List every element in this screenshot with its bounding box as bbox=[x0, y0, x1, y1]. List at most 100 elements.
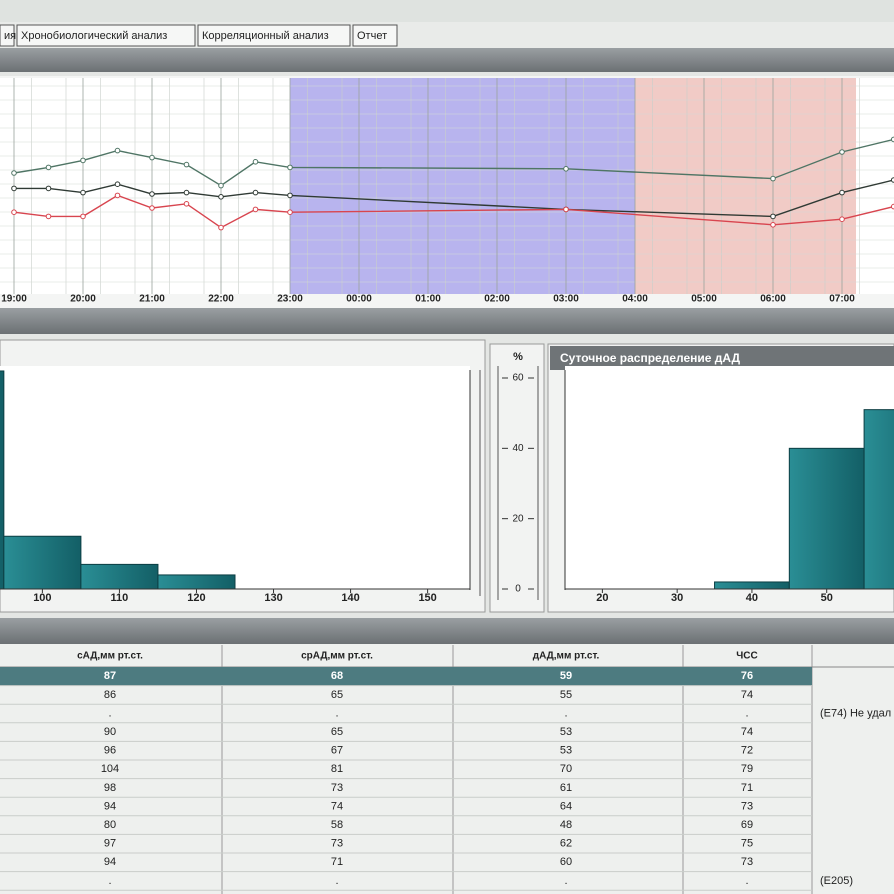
trend-point bbox=[45, 185, 52, 192]
table-cell: 72 bbox=[741, 745, 753, 757]
table-cell: 65 bbox=[331, 726, 343, 738]
x-tick-label: 150 bbox=[418, 592, 436, 604]
table-cell: 75 bbox=[741, 838, 753, 850]
tab-label[interactable]: Корреляционный анализ bbox=[202, 30, 329, 42]
trend-point bbox=[218, 182, 224, 189]
histogram-bar bbox=[3, 535, 82, 590]
table-cell: 79 bbox=[741, 763, 753, 775]
trend-point bbox=[287, 164, 293, 171]
trend-point bbox=[287, 209, 293, 215]
table-cell: 73 bbox=[331, 782, 343, 794]
trend-point bbox=[149, 154, 155, 161]
x-tick-label: 50 bbox=[821, 592, 833, 604]
table-cell: 61 bbox=[560, 782, 572, 794]
table-cell: 58 bbox=[331, 819, 343, 831]
trend-point bbox=[183, 189, 190, 196]
trend-point bbox=[563, 166, 569, 172]
table-cell: 94 bbox=[104, 856, 116, 868]
table-cell: 104 bbox=[101, 763, 119, 775]
table-cell: 62 bbox=[560, 838, 572, 850]
tab[interactable] bbox=[197, 24, 351, 47]
trend-point bbox=[252, 159, 259, 165]
table-cell: . bbox=[745, 875, 748, 887]
trend-point bbox=[45, 213, 52, 220]
trend-point bbox=[252, 206, 259, 213]
column-header: ЧСС bbox=[736, 651, 757, 662]
x-tick-label: 19:00 bbox=[1, 294, 27, 305]
table-cell: 55 bbox=[560, 689, 572, 701]
x-tick-label: 22:00 bbox=[208, 294, 234, 305]
table-cell: 74 bbox=[741, 726, 753, 738]
tab[interactable] bbox=[0, 24, 15, 47]
x-tick-label: 03:00 bbox=[553, 294, 579, 305]
y-tick-label: 0 bbox=[515, 584, 521, 595]
histogram-title: Суточное распределение дАД bbox=[560, 351, 741, 365]
x-tick-label: 140 bbox=[341, 592, 359, 604]
y-tick-label: 40 bbox=[512, 443, 524, 454]
trend-point bbox=[11, 170, 17, 176]
table-cell: 98 bbox=[104, 782, 116, 794]
table-cell: 81 bbox=[331, 763, 343, 775]
trend-point bbox=[11, 185, 17, 192]
table-cell: 67 bbox=[331, 745, 343, 757]
trend-point bbox=[252, 189, 259, 196]
header-strip bbox=[0, 48, 894, 72]
histogram-bar bbox=[0, 370, 5, 590]
trend-point bbox=[839, 189, 845, 196]
x-tick-label: 06:00 bbox=[760, 294, 786, 305]
histogram-bar bbox=[788, 447, 865, 590]
header-strip bbox=[0, 308, 894, 334]
table-cell: 64 bbox=[560, 800, 572, 812]
trend-point bbox=[183, 161, 190, 168]
table-cell: . bbox=[335, 875, 338, 887]
x-tick-label: 120 bbox=[187, 592, 205, 604]
trend-point bbox=[149, 191, 155, 197]
table-cell: 70 bbox=[560, 763, 572, 775]
tab-label[interactable]: ия bbox=[4, 30, 16, 42]
axis-label: % bbox=[513, 351, 523, 363]
x-tick-label: 110 bbox=[111, 592, 129, 604]
table-cell: 73 bbox=[331, 838, 343, 850]
table-cell: 86 bbox=[104, 689, 116, 701]
trend-point bbox=[45, 164, 52, 171]
x-tick-label: 21:00 bbox=[139, 294, 165, 305]
trend-point bbox=[563, 206, 569, 213]
trend-point bbox=[770, 222, 776, 228]
table-cell: . bbox=[335, 707, 338, 719]
trend-point bbox=[80, 213, 86, 220]
table-cell: 73 bbox=[741, 856, 753, 868]
histogram-bars bbox=[0, 370, 236, 590]
tab-label[interactable]: Отчет bbox=[357, 30, 387, 42]
x-tick-label: 30 bbox=[671, 592, 683, 604]
table-cell: 76 bbox=[741, 670, 753, 682]
histogram-bar bbox=[714, 581, 790, 590]
table-cell: 68 bbox=[331, 670, 343, 682]
trend-point bbox=[770, 213, 776, 220]
trend-point bbox=[770, 175, 776, 182]
table-cell: 65 bbox=[331, 689, 343, 701]
trend-point bbox=[183, 201, 190, 207]
x-tick-label: 23:00 bbox=[277, 294, 303, 305]
x-tick-label: 04:00 bbox=[622, 294, 648, 305]
trend-point bbox=[11, 209, 17, 215]
trend-point bbox=[80, 157, 86, 164]
table-cell: . bbox=[564, 707, 567, 719]
title-bar bbox=[0, 0, 894, 22]
column-header: дАД,мм рт.ст. bbox=[533, 651, 600, 662]
column-header: срАД,мм рт.ст. bbox=[301, 651, 373, 662]
table-note: (E205) bbox=[820, 875, 853, 887]
trend-point bbox=[114, 147, 121, 154]
trend-point bbox=[114, 192, 121, 199]
trend-point bbox=[218, 224, 224, 231]
table-cell: 97 bbox=[104, 838, 116, 850]
table-cell: 74 bbox=[331, 800, 343, 812]
trend-point bbox=[218, 194, 224, 200]
tab[interactable] bbox=[16, 24, 196, 47]
tab-label[interactable]: Хронобиологический анализ bbox=[21, 30, 167, 42]
percent-panel bbox=[489, 343, 545, 613]
trend-point bbox=[114, 181, 121, 187]
tab[interactable] bbox=[352, 24, 398, 47]
table-cell: 69 bbox=[741, 819, 753, 831]
